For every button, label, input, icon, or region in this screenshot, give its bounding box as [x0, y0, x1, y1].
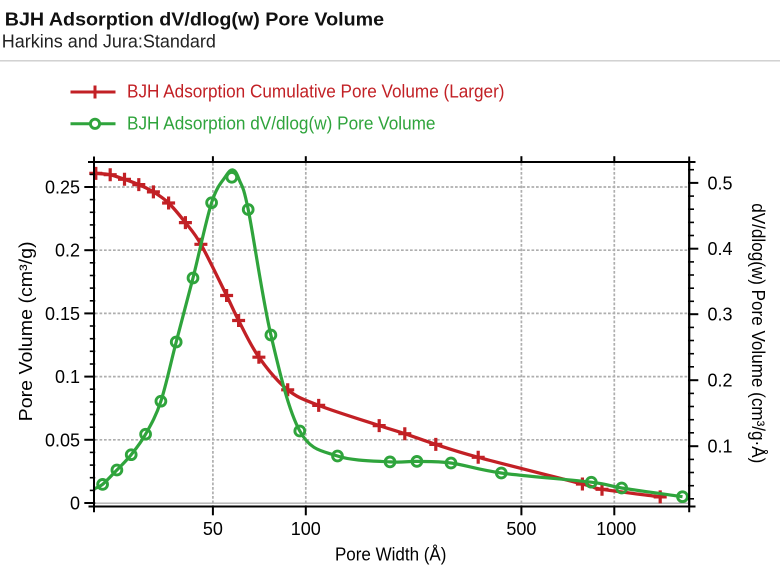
svg-text:1000: 1000	[596, 519, 636, 539]
svg-text:0.05: 0.05	[45, 430, 80, 450]
svg-text:BJH Adsorption dV/dlog(w) Pore: BJH Adsorption dV/dlog(w) Pore Volume	[127, 113, 436, 133]
svg-text:BJH Adsorption Cumulative Pore: BJH Adsorption Cumulative Pore Volume (L…	[127, 81, 505, 101]
svg-text:0.2: 0.2	[708, 371, 733, 391]
svg-text:BJH Adsorption dV/dlog(w) Pore: BJH Adsorption dV/dlog(w) Pore Volume	[5, 9, 384, 29]
svg-text:Pore Volume (cm³/g): Pore Volume (cm³/g)	[16, 241, 36, 421]
svg-text:0: 0	[70, 494, 80, 514]
svg-text:0.15: 0.15	[45, 304, 80, 324]
svg-text:Pore Width (Å): Pore Width (Å)	[335, 545, 447, 565]
svg-text:Harkins and Jura:Standard: Harkins and Jura:Standard	[2, 31, 216, 51]
svg-text:0.1: 0.1	[55, 367, 80, 387]
svg-text:0.3: 0.3	[708, 305, 733, 325]
svg-text:100: 100	[291, 519, 321, 539]
svg-text:0.1: 0.1	[708, 437, 733, 457]
svg-text:0.4: 0.4	[708, 239, 733, 259]
svg-text:0.25: 0.25	[45, 178, 80, 198]
svg-text:50: 50	[203, 519, 223, 539]
svg-text:0.2: 0.2	[55, 241, 80, 261]
svg-text:0.5: 0.5	[708, 173, 733, 193]
svg-text:dV/dlog(w) Pore Volume (cm³/g·: dV/dlog(w) Pore Volume (cm³/g·Å)	[748, 203, 768, 463]
svg-text:500: 500	[506, 519, 536, 539]
